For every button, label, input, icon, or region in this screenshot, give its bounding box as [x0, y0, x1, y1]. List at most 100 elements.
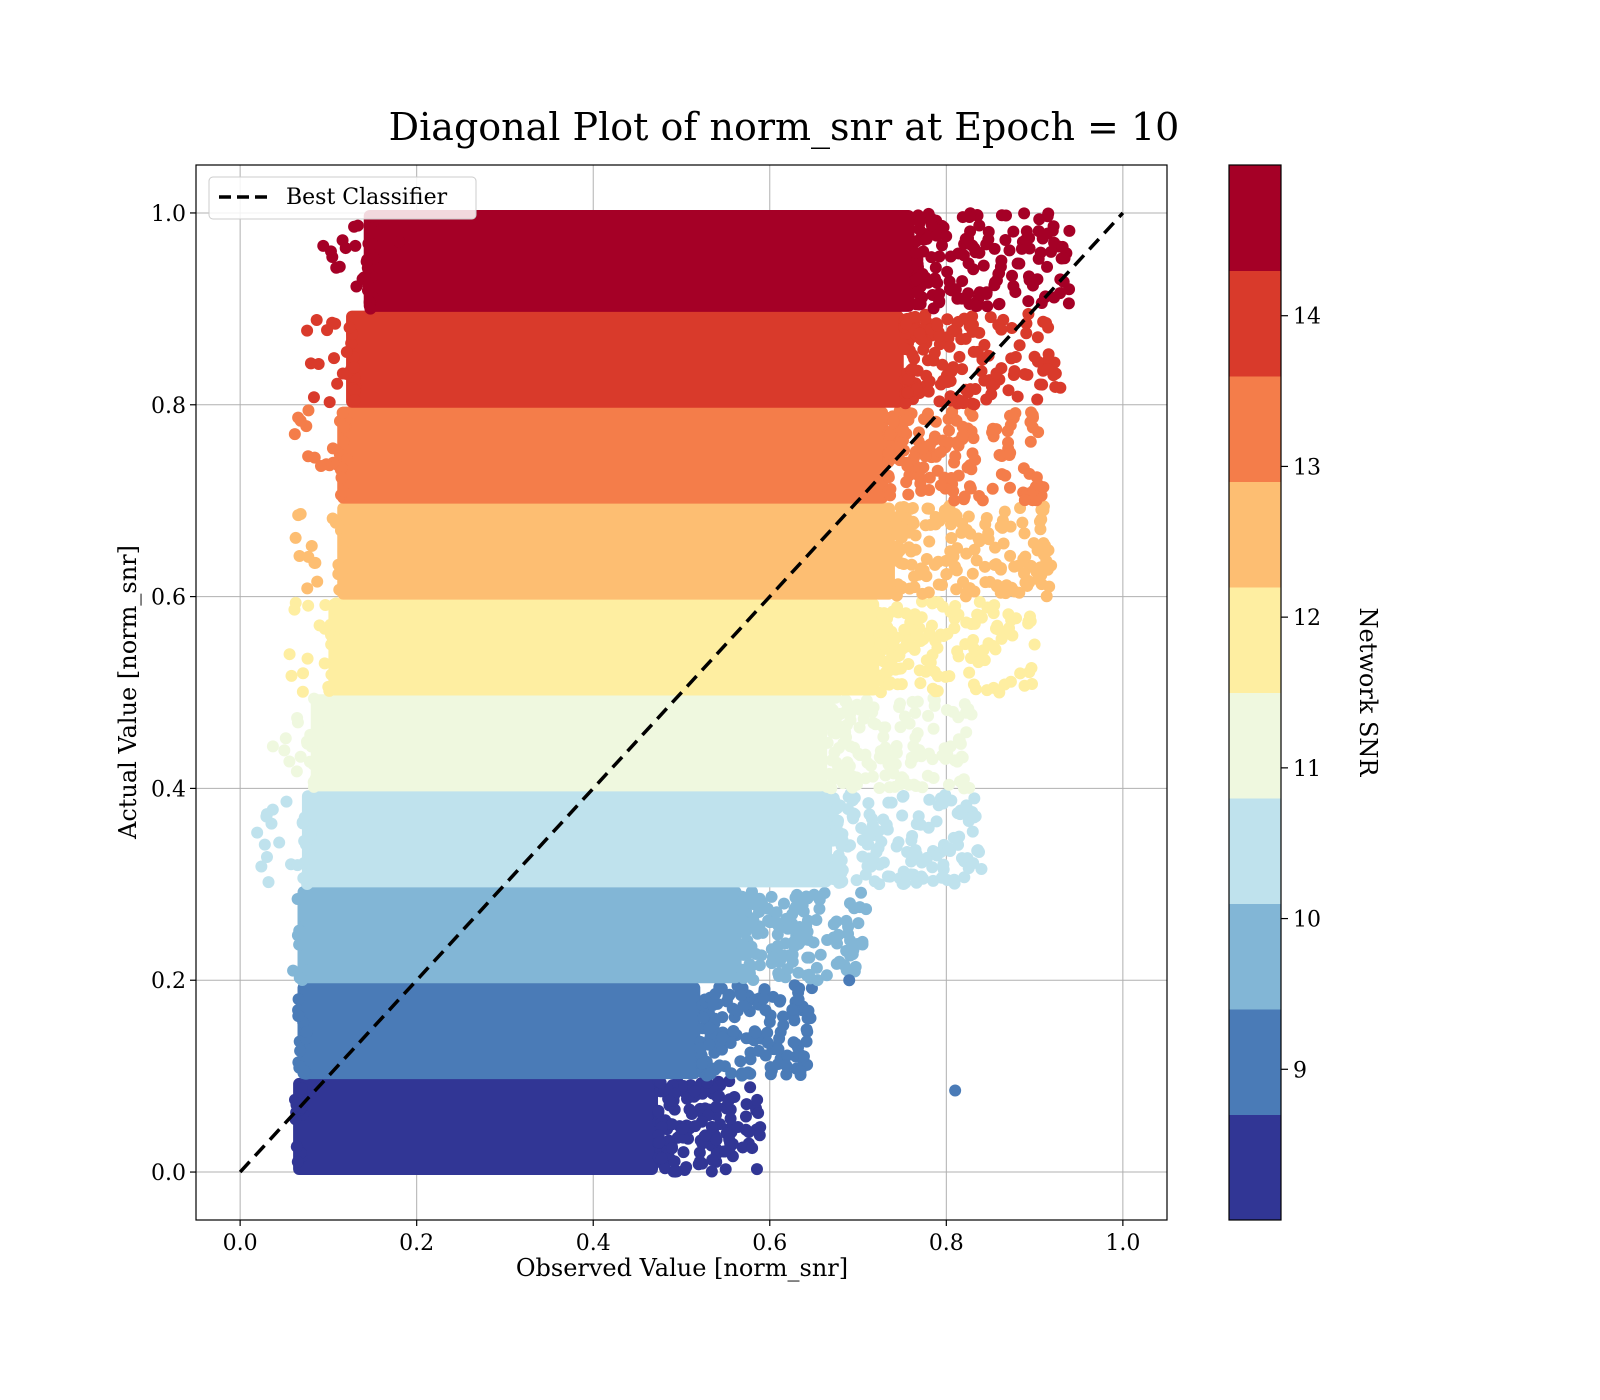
scatter-point — [255, 860, 268, 873]
scatter-point — [910, 382, 923, 395]
scatter-point — [771, 916, 784, 929]
scatter-point — [954, 737, 967, 750]
scatter-point — [1033, 213, 1046, 226]
scatter-point — [823, 767, 836, 780]
scatter-point — [753, 959, 766, 972]
scatter-point — [1004, 446, 1017, 459]
scatter-point — [744, 1081, 757, 1094]
scatter-point — [822, 692, 835, 705]
scatter-point — [940, 568, 953, 581]
scatter-point — [735, 989, 748, 1002]
scatter-point — [957, 773, 970, 786]
scatter-point — [310, 313, 323, 326]
scatter-point — [290, 765, 303, 778]
scatter-point — [962, 862, 975, 875]
scatter-point — [999, 209, 1012, 222]
scatter-point — [910, 273, 923, 286]
scatter-point — [922, 821, 935, 834]
scatter-point — [956, 429, 969, 442]
scatter-point — [719, 1163, 732, 1176]
scatter-point — [909, 310, 922, 323]
scatter-point — [899, 397, 912, 410]
scatter-point — [933, 287, 946, 300]
scatter-point — [909, 731, 922, 744]
scatter-point — [931, 319, 944, 332]
scatter-point — [899, 607, 912, 620]
scatter-point — [291, 859, 304, 872]
scatter-point — [1019, 233, 1032, 246]
scatter-point — [927, 722, 940, 735]
scatter-point — [948, 456, 961, 469]
scatter-point — [941, 375, 954, 388]
scatter-point — [1058, 252, 1071, 265]
colorbar-level — [1229, 587, 1281, 693]
scatter-point — [655, 1152, 668, 1165]
scatter-point — [1054, 287, 1067, 300]
scatter-point — [982, 533, 995, 546]
scatter-point — [739, 1110, 752, 1123]
scatter-point — [1054, 381, 1067, 394]
scatter-point — [910, 235, 923, 248]
scatter-point — [808, 888, 821, 901]
plot-area: 0.0 0.2 0.4 0.6 0.8 1.0 0.0 0.2 0.4 0.6 0.8 1.0 — [151, 164, 1168, 1256]
scatter-point — [978, 560, 991, 573]
scatter-point — [744, 1053, 757, 1066]
scatter-point — [950, 564, 963, 577]
x-tick-label: 1.0 — [1105, 1231, 1140, 1256]
scatter-point — [920, 232, 933, 245]
scatter-point — [906, 362, 919, 375]
scatter-point — [653, 1136, 666, 1149]
scatter-point — [393, 235, 406, 248]
scatter-point — [680, 1161, 693, 1174]
scatter-point — [987, 639, 1000, 652]
y-tick-label: 0.8 — [151, 394, 186, 419]
scatter-point — [723, 988, 736, 1001]
colorbar-tick-label: 9 — [1293, 1058, 1307, 1083]
scatter-point — [874, 653, 887, 666]
colorbar-level — [1229, 903, 1281, 1010]
scatter-point — [1031, 273, 1044, 286]
scatter-point — [887, 416, 900, 429]
scatter-point — [317, 239, 330, 252]
scatter-point — [863, 808, 876, 821]
scatter-point — [982, 349, 995, 362]
scatter-point — [797, 1050, 810, 1063]
scatter-point — [856, 834, 869, 847]
scatter-point — [800, 1023, 813, 1036]
scatter-point — [780, 1068, 793, 1081]
scatter-point — [758, 983, 771, 996]
scatter-point — [1040, 554, 1053, 567]
scatter-point — [1063, 224, 1076, 237]
scatter-point — [749, 947, 762, 960]
scatter-point — [1024, 615, 1037, 628]
scatter-point — [969, 810, 982, 823]
scatter-point — [736, 1141, 749, 1154]
scatter-point — [696, 1057, 709, 1070]
scatter-point — [918, 413, 931, 426]
scatter-point — [1022, 295, 1035, 308]
scatter-point — [301, 652, 314, 665]
scatter-point — [908, 608, 921, 621]
scatter-point — [827, 918, 840, 931]
scatter-point — [659, 1162, 672, 1175]
scatter-point — [968, 792, 981, 805]
x-axis-label: Observed Value [norm_snr] — [516, 1254, 848, 1282]
scatter-point — [1018, 207, 1031, 220]
scatter-point — [931, 642, 944, 655]
scatter-point — [966, 409, 979, 422]
scatter-point — [1005, 352, 1018, 365]
scatter-point — [761, 1036, 774, 1049]
scatter-point — [884, 428, 897, 441]
scatter-point — [297, 872, 310, 885]
scatter-point — [1008, 365, 1021, 378]
scatter-point — [1031, 331, 1044, 344]
band-core — [363, 209, 915, 312]
x-axis-ticks: 0.0 0.2 0.4 0.6 0.8 1.0 — [223, 1220, 1140, 1256]
scatter-point — [831, 802, 844, 815]
scatter-point — [842, 920, 855, 933]
scatter-point — [1034, 246, 1047, 259]
scatter-point — [796, 899, 809, 912]
scatter-point — [996, 514, 1009, 527]
scatter-point — [839, 771, 852, 784]
scatter-point — [676, 1122, 689, 1135]
